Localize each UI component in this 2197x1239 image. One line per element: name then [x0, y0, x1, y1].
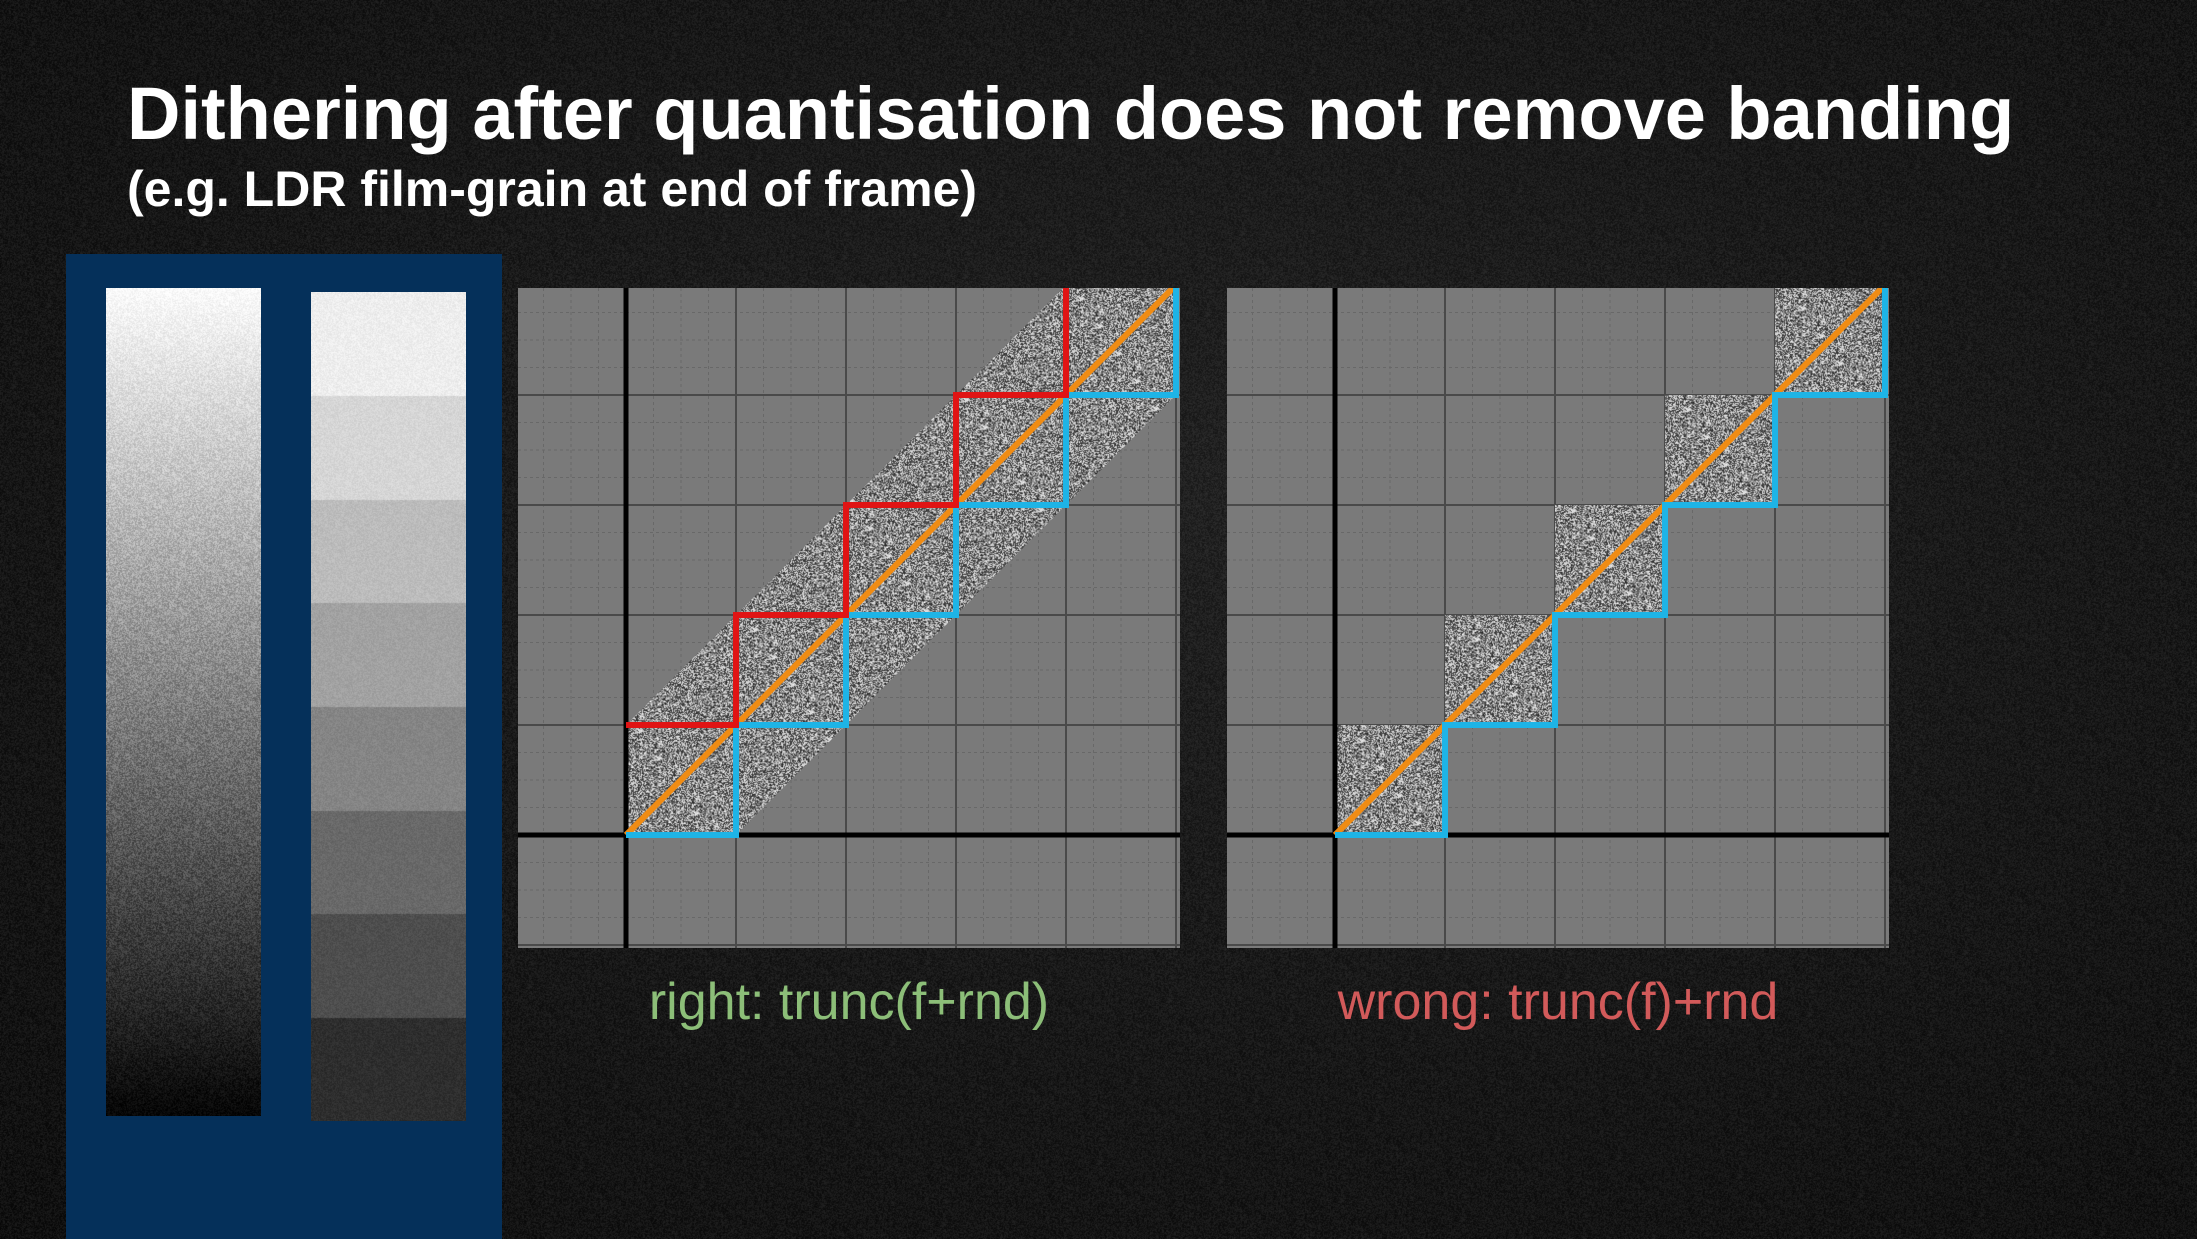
caption-wrong: wrong: trunc(f)+rnd: [1337, 973, 1779, 1031]
gradient-comparison-panel: [66, 254, 502, 1239]
banded-gradient-image: [311, 292, 466, 1121]
upper-step-line: [626, 288, 1176, 728]
diagram-right-trunc-f-plus-rnd: [518, 288, 1180, 948]
slide-title: Dithering after quantisation does not re…: [127, 72, 2015, 155]
smooth-gradient-image: [106, 288, 261, 1116]
ideal-diagonal-line: [623, 288, 1178, 838]
lower-step-line: [1335, 288, 1888, 838]
banded-dithered-strip: [311, 292, 466, 1121]
lower-step-line: [626, 288, 1179, 838]
diagram-wrong-trunc-f-plus-rnd: [1227, 288, 1889, 948]
smooth-dithered-strip: [106, 288, 261, 1116]
ideal-diagonal-line: [1332, 288, 1887, 838]
slide-subtitle: (e.g. LDR film-grain at end of frame): [127, 161, 978, 217]
caption-right: right: trunc(f+rnd): [648, 973, 1050, 1031]
